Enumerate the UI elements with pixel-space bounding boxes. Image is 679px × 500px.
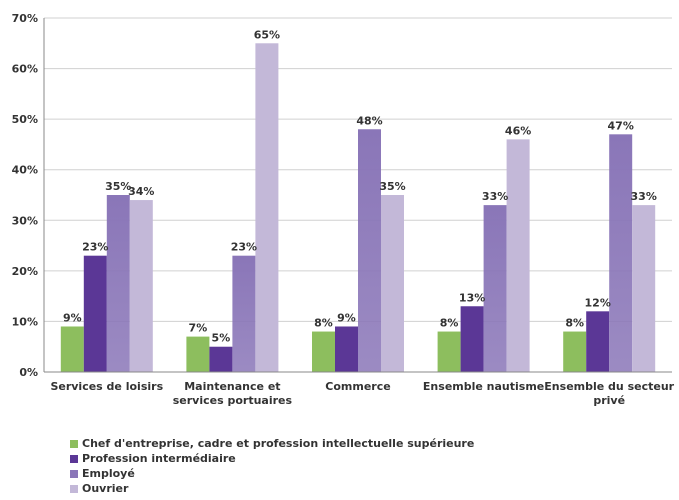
data-label: 46% xyxy=(505,124,531,137)
data-label: 12% xyxy=(585,296,611,309)
y-tick-label: 30% xyxy=(12,214,38,227)
x-tick-label: services portuaires xyxy=(173,394,293,407)
y-tick-label: 60% xyxy=(12,63,38,76)
data-labels: 9%23%35%34%7%5%23%65%8% 9%48%35%8%13%33%4… xyxy=(63,28,657,344)
x-tick-label: Services de loisirs xyxy=(50,380,163,393)
data-label: 34% xyxy=(128,185,154,198)
legend-label: Profession intermédiaire xyxy=(82,452,236,465)
legend-label: Employé xyxy=(82,467,135,480)
legend-item: Chef d'entreprise, cadre et profession i… xyxy=(70,436,474,451)
bar xyxy=(586,311,610,372)
bar xyxy=(186,336,210,372)
data-label: 47% xyxy=(608,119,634,132)
x-tick-label: Maintenance et xyxy=(184,380,280,393)
bar xyxy=(358,129,381,372)
data-label: 65% xyxy=(254,28,280,41)
bar xyxy=(506,139,530,372)
y-tick-label: 20% xyxy=(12,265,38,278)
legend-swatch xyxy=(70,484,78,493)
legend-swatch xyxy=(70,469,78,478)
bar xyxy=(335,326,358,372)
legend-swatch xyxy=(70,454,78,463)
y-tick-label: 0% xyxy=(19,366,38,379)
x-tick-label: Ensemble du secteur xyxy=(544,380,674,393)
bar xyxy=(609,134,633,372)
bar xyxy=(106,195,130,372)
data-label: 35% xyxy=(379,180,405,193)
bar xyxy=(60,326,84,372)
data-label: 23% xyxy=(82,241,108,254)
bar xyxy=(632,205,656,372)
bar xyxy=(312,331,335,372)
data-label: 9% xyxy=(63,311,82,324)
data-label: 13% xyxy=(459,291,485,304)
data-label: 48% xyxy=(356,114,382,127)
legend: Chef d'entreprise, cadre et profession i… xyxy=(70,436,474,496)
bar xyxy=(381,195,404,372)
bar xyxy=(83,255,107,372)
data-label: 9% xyxy=(337,311,356,324)
legend-label: Ouvrier xyxy=(82,482,129,495)
bar xyxy=(563,331,587,372)
bar-chart-plot: 0% 10% 20% 30% 40% 50% 60% 70% Services de loisi… xyxy=(12,12,675,407)
x-tick-label: privé xyxy=(593,394,625,407)
bar xyxy=(255,43,279,373)
legend-label: Chef d'entreprise, cadre et profession i… xyxy=(82,437,475,450)
data-label: 7% xyxy=(189,322,208,335)
legend-item: Employé xyxy=(70,466,474,481)
data-label: 8% xyxy=(565,317,584,330)
legend-swatch xyxy=(70,439,78,448)
bar xyxy=(437,331,461,372)
legend-item: Profession intermédiaire xyxy=(70,451,474,466)
x-tick-label: Ensemble nautisme xyxy=(423,380,544,393)
data-label: 23% xyxy=(231,241,257,254)
data-label: 8% xyxy=(440,317,459,330)
bar xyxy=(209,346,233,372)
data-label: 35% xyxy=(105,180,131,193)
y-tick-label: 40% xyxy=(12,164,38,177)
y-tick-label: 10% xyxy=(12,315,38,328)
bar xyxy=(129,200,153,372)
bar xyxy=(232,255,256,372)
x-tick-label: Commerce xyxy=(325,380,390,393)
axes: 0% 10% 20% 30% 40% 50% 60% 70% Services de loisi… xyxy=(12,12,675,407)
y-tick-label: 70% xyxy=(12,12,38,25)
data-label: 33% xyxy=(631,190,657,203)
bars xyxy=(60,43,656,373)
data-label: 5% xyxy=(212,332,231,345)
y-tick-label: 50% xyxy=(12,113,38,126)
data-label: 33% xyxy=(482,190,508,203)
bar xyxy=(460,306,484,372)
data-label: 8% xyxy=(314,317,333,330)
legend-item: Ouvrier xyxy=(70,481,474,496)
bar xyxy=(483,205,507,372)
